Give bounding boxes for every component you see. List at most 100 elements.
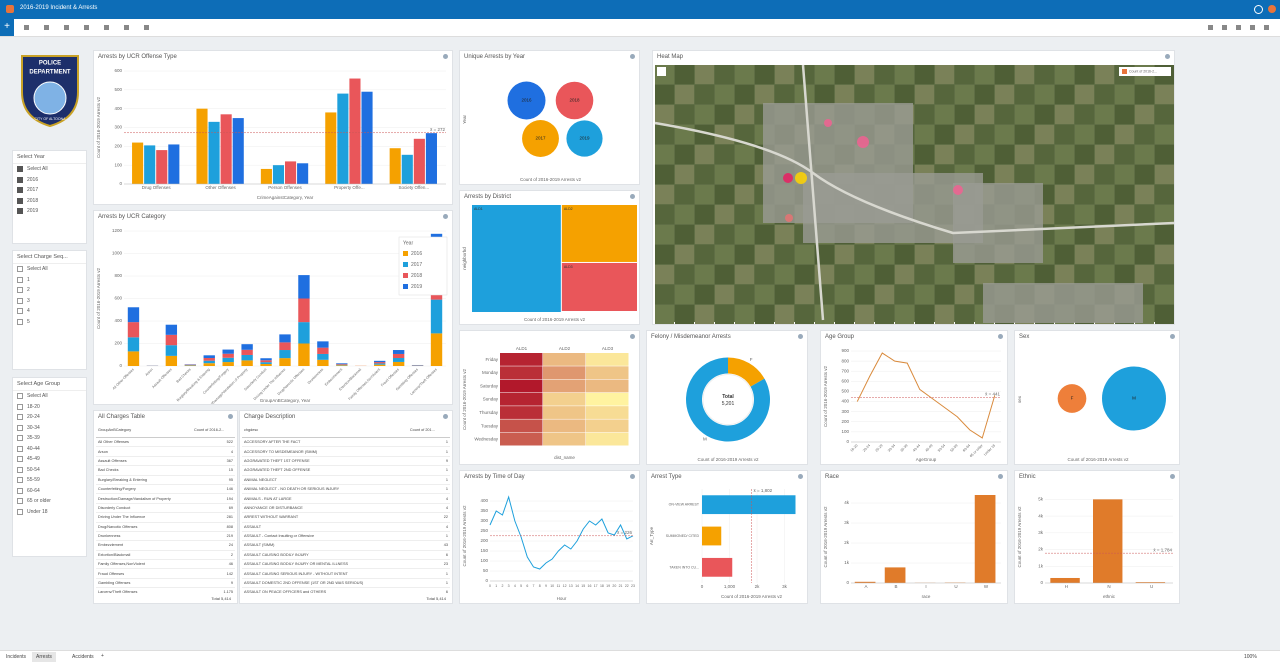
- card-menu[interactable]: [1165, 54, 1170, 59]
- map-home-button[interactable]: [657, 67, 666, 76]
- card-menu[interactable]: [443, 414, 448, 419]
- checkbox[interactable]: [17, 435, 23, 442]
- checkbox[interactable]: [17, 166, 23, 173]
- checkbox[interactable]: [17, 466, 23, 473]
- card-menu[interactable]: [228, 414, 233, 419]
- user-icon[interactable]: [1268, 5, 1276, 13]
- add-tab[interactable]: +: [101, 653, 104, 659]
- filter-option[interactable]: 2017: [13, 185, 86, 196]
- bar: [1135, 582, 1166, 583]
- map-field: [1075, 65, 1094, 84]
- bar: [220, 114, 232, 184]
- checkbox[interactable]: [17, 176, 23, 183]
- app-icon[interactable]: [6, 5, 14, 13]
- toolbar-icons-right[interactable]: [1208, 25, 1272, 30]
- checkbox[interactable]: [17, 508, 23, 515]
- card-menu[interactable]: [798, 474, 803, 479]
- checkbox[interactable]: [17, 403, 23, 410]
- bar-segment: [374, 362, 386, 364]
- filter-option[interactable]: 60-64: [13, 486, 86, 497]
- column-header[interactable]: GroupAnBCategory: [96, 423, 192, 438]
- legend-label: 2018: [411, 273, 422, 279]
- filter-option[interactable]: 3: [13, 296, 86, 307]
- checkbox[interactable]: [17, 187, 23, 194]
- tab[interactable]: Incidents: [6, 654, 27, 660]
- map-field: [675, 85, 694, 104]
- map-field: [935, 265, 954, 284]
- checkbox[interactable]: [17, 445, 23, 452]
- filter-option[interactable]: 45-49: [13, 454, 86, 465]
- checkbox[interactable]: [17, 393, 23, 400]
- card: Felony / Misdemeanor Arrests F M Total 5,201…: [646, 330, 808, 465]
- filter-option[interactable]: 55-59: [13, 475, 86, 486]
- checkbox[interactable]: [17, 487, 23, 494]
- add-button[interactable]: +: [0, 19, 14, 36]
- checkbox[interactable]: [17, 318, 23, 325]
- card-menu[interactable]: [1170, 474, 1175, 479]
- card-menu[interactable]: [630, 54, 635, 59]
- filter-option[interactable]: 1: [13, 275, 86, 286]
- map-field: [735, 305, 754, 324]
- filter-option[interactable]: 5: [13, 317, 86, 328]
- checkbox[interactable]: [17, 266, 23, 273]
- checkbox[interactable]: [17, 498, 23, 505]
- checkbox[interactable]: [17, 297, 23, 304]
- filter-option[interactable]: 18-20: [13, 402, 86, 413]
- column-header[interactable]: Count of 201...: [407, 423, 450, 438]
- help-icon[interactable]: [1254, 5, 1263, 14]
- filter-option[interactable]: 20-24: [13, 412, 86, 423]
- filter-option[interactable]: 35-39: [13, 433, 86, 444]
- checkbox[interactable]: [17, 308, 23, 315]
- table-cell: Larceny/Theft Offenses: [96, 587, 192, 593]
- card-menu[interactable]: [998, 474, 1003, 479]
- card-menu[interactable]: [443, 214, 448, 219]
- filter-option[interactable]: 30-34: [13, 423, 86, 434]
- table-cell: 1: [407, 446, 450, 457]
- y-tick-label: 600: [841, 379, 849, 384]
- filter-option[interactable]: Select All: [13, 164, 86, 175]
- x-tick-label: 60-64: [962, 443, 971, 452]
- card-menu[interactable]: [798, 334, 803, 339]
- checkbox[interactable]: [17, 424, 23, 431]
- checkbox[interactable]: [17, 456, 23, 463]
- filter-option[interactable]: Under 18: [13, 507, 86, 518]
- filter-option[interactable]: 65 or older: [13, 496, 86, 507]
- map-field: [955, 145, 974, 164]
- card-menu[interactable]: [630, 334, 635, 339]
- tab[interactable]: Arrests: [32, 652, 56, 662]
- filter-option[interactable]: 2: [13, 285, 86, 296]
- x-axis-label: race: [922, 594, 931, 599]
- checkbox[interactable]: [17, 477, 23, 484]
- map-field: [655, 145, 674, 164]
- card-menu[interactable]: [630, 194, 635, 199]
- column-header[interactable]: chgdesc: [242, 423, 408, 438]
- table-row: ASSAULT 4: [242, 522, 450, 532]
- column-header[interactable]: Count of 2016-2...: [191, 423, 235, 438]
- toolbar-icons[interactable]: [24, 25, 149, 30]
- checkbox[interactable]: [17, 276, 23, 283]
- map-field: [855, 85, 874, 104]
- filter-option[interactable]: 4: [13, 306, 86, 317]
- filter-option[interactable]: 2018: [13, 196, 86, 207]
- map-field: [1015, 265, 1034, 284]
- card-menu[interactable]: [998, 334, 1003, 339]
- checkbox[interactable]: [17, 414, 23, 421]
- filter-option[interactable]: 40-44: [13, 444, 86, 455]
- checkbox[interactable]: [17, 197, 23, 204]
- checkbox[interactable]: [17, 287, 23, 294]
- card-menu[interactable]: [630, 474, 635, 479]
- filter-option[interactable]: 50-54: [13, 465, 86, 476]
- card-menu[interactable]: [1170, 334, 1175, 339]
- filter-option[interactable]: 2016: [13, 175, 86, 186]
- option-label: 2: [27, 287, 30, 294]
- bar: [337, 93, 349, 184]
- heat-cell: [543, 419, 586, 433]
- checkbox[interactable]: [17, 208, 23, 215]
- bubble: [507, 81, 546, 120]
- tab[interactable]: Accidents: [72, 654, 94, 660]
- map-field: [1155, 165, 1174, 184]
- filter-option[interactable]: 2019: [13, 206, 86, 217]
- card-menu[interactable]: [443, 54, 448, 59]
- filter-option[interactable]: Select All: [13, 264, 86, 275]
- filter-option[interactable]: Select All: [13, 391, 86, 402]
